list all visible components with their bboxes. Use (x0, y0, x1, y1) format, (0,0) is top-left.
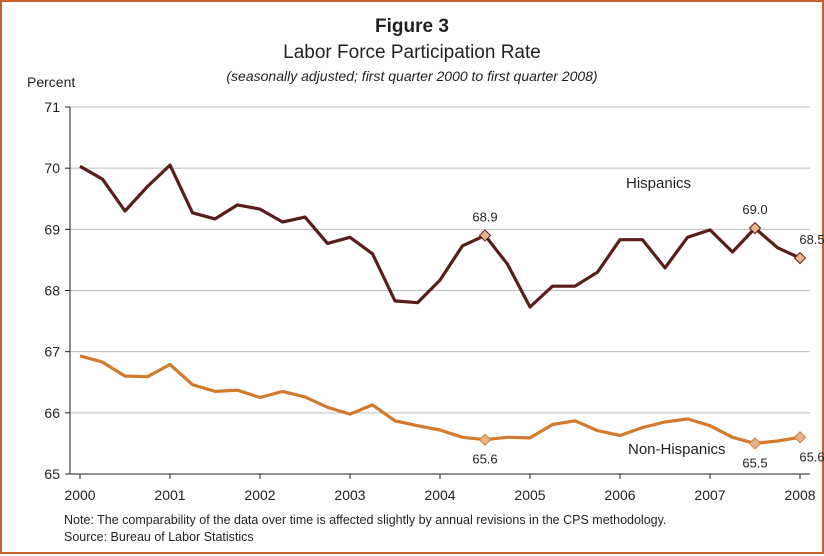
data-point-marker (478, 229, 492, 242)
x-tick-label: 2005 (514, 487, 545, 503)
chart-subtitle: (seasonally adjusted; first quarter 2000… (226, 68, 598, 84)
series-line-non-hispanics (79, 354, 801, 445)
y-tick-label: 68 (44, 283, 60, 299)
data-label: 68.9 (472, 209, 497, 224)
data-point-marker (793, 251, 807, 265)
x-tick-label: 2006 (604, 487, 635, 503)
y-tick-label: 66 (44, 405, 60, 421)
series-line-hispanics (79, 163, 801, 309)
y-tick-label: 71 (44, 99, 60, 115)
data-label: 68.5 (799, 232, 824, 247)
chart-title: Labor Force Participation Rate (283, 42, 541, 63)
x-tick-label: 2000 (64, 487, 95, 503)
series-label-non-hispanics: Non-Hispanics (628, 441, 726, 458)
figure-label: Figure 3 (375, 16, 449, 37)
data-point-marker (748, 221, 762, 235)
x-tick-label: 2002 (244, 487, 275, 503)
chart-source: Source: Bureau of Labor Statistics (64, 530, 254, 544)
x-tick-label: 2001 (154, 487, 185, 503)
x-tick-label: 2003 (334, 487, 365, 503)
series-label-hispanics: Hispanics (626, 175, 691, 192)
data-label: 65.6 (799, 449, 824, 464)
chart-note: Note: The comparability of the data over… (64, 513, 667, 527)
data-point-marker (748, 437, 762, 450)
y-tick-label: 69 (44, 221, 60, 237)
x-tick-label: 2008 (784, 487, 815, 503)
data-label: 65.6 (472, 452, 497, 467)
y-tick-label: 67 (44, 344, 60, 360)
x-tick-label: 2004 (424, 487, 455, 503)
data-label: 69.0 (742, 202, 767, 217)
x-tick-label: 2007 (694, 487, 725, 503)
y-axis-label: Percent (27, 74, 76, 90)
data-point-marker (478, 433, 492, 446)
y-tick-label: 65 (44, 466, 60, 482)
y-tick-label: 70 (44, 160, 60, 176)
data-label: 65.5 (742, 455, 767, 470)
data-point-marker (793, 431, 807, 444)
